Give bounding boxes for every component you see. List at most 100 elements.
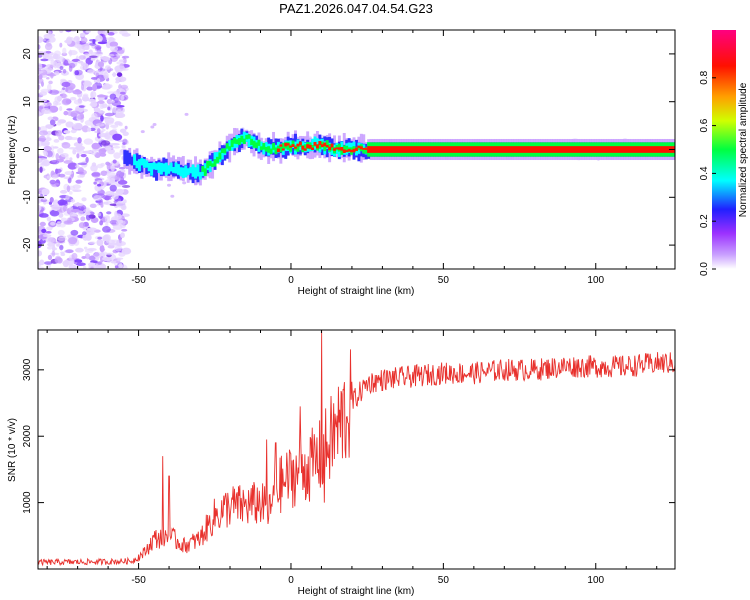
- noise-speckle: [75, 145, 86, 151]
- noise-speckle: [59, 66, 64, 71]
- y-tick-label: 1000: [22, 491, 33, 514]
- noise-speckle: [102, 225, 111, 233]
- noise-speckle: [82, 264, 87, 269]
- noise-speckle: [52, 199, 60, 207]
- colorbar-tick-label: 0.8: [699, 70, 710, 84]
- noise-speckle: [50, 159, 60, 165]
- noise-speckle: [38, 130, 48, 136]
- noise-speckle: [90, 90, 97, 99]
- noise-speckle: [85, 214, 92, 221]
- noise-speckle: [121, 228, 128, 232]
- ridge-cell: [150, 162, 154, 176]
- ridge-cell: [267, 146, 271, 153]
- noise-speckle: [50, 221, 56, 226]
- noise-speckle: [117, 49, 125, 55]
- noise-speckle: [58, 135, 65, 141]
- noise-speckle: [43, 145, 52, 152]
- noise-speckle: [121, 55, 130, 59]
- noise-speckle: [45, 237, 56, 243]
- ridge-cell: [274, 147, 278, 155]
- noise-speckle: [57, 147, 64, 154]
- noise-speckle: [60, 217, 67, 222]
- noise-speckle: [41, 188, 50, 196]
- noise-speckle: [122, 138, 128, 145]
- ridge-cell: [279, 144, 283, 147]
- noise-speckle: [100, 202, 104, 208]
- noise-speckle: [115, 80, 120, 84]
- noise-speckle: [103, 71, 109, 80]
- ridge-cell: [145, 160, 149, 168]
- noise-speckle: [87, 227, 97, 232]
- ridge-cell: [354, 147, 358, 151]
- noise-speckle: [40, 104, 50, 107]
- noise-speckle: [70, 198, 76, 203]
- ridge-cell: [364, 147, 368, 151]
- noise-speckle: [54, 257, 63, 264]
- ridge-cell: [286, 141, 290, 150]
- noise-speckle: [51, 174, 58, 179]
- noise-speckle: [59, 93, 64, 97]
- ridge-cell: [313, 141, 317, 146]
- noise-speckle: [114, 265, 119, 269]
- ridge-cell: [359, 146, 363, 150]
- noise-speckle: [90, 265, 94, 269]
- noise-speckle: [38, 126, 41, 131]
- ridge-cell: [211, 163, 215, 167]
- ridge-cell: [213, 159, 217, 167]
- noise-speckle: [82, 81, 93, 87]
- ridge-cell: [206, 160, 210, 169]
- noise-speckle: [96, 94, 107, 98]
- ridge-cell: [315, 144, 319, 149]
- noise-speckle: [49, 89, 60, 95]
- ridge-cell: [237, 137, 241, 145]
- snr-y-ticks: 1000 2000 3000: [22, 358, 675, 514]
- noise-speckle: [91, 142, 101, 150]
- ridge-cell: [259, 146, 263, 151]
- noise-speckle: [77, 175, 82, 178]
- noise-speckle: [72, 122, 83, 130]
- noise-speckle: [63, 59, 69, 66]
- noise-speckle: [40, 58, 49, 62]
- noise-speckle: [90, 149, 97, 156]
- noise-speckle: [74, 259, 83, 263]
- noise-speckle: [66, 185, 71, 193]
- noise-speckle: [77, 162, 88, 166]
- noise-speckle: [110, 260, 117, 264]
- noise-speckle: [89, 203, 97, 209]
- ridge-cell: [155, 163, 158, 170]
- noise-speckle: [109, 41, 119, 48]
- ridge-cell: [196, 164, 200, 177]
- ridge-cell: [152, 163, 156, 178]
- ridge-cell: [345, 150, 349, 153]
- noise-speckle: [100, 248, 106, 252]
- noise-speckle: [104, 195, 110, 201]
- noise-speckle: [56, 243, 60, 247]
- colorbar-tick-label: 0.4: [699, 166, 710, 180]
- noise-speckle: [58, 212, 64, 218]
- ridge-cell: [272, 142, 276, 150]
- ridge-cell: [357, 146, 361, 150]
- ridge-cell: [311, 147, 315, 151]
- ridge-cell: [303, 148, 307, 151]
- ridge-cell: [308, 144, 312, 149]
- noise-speckle: [100, 251, 108, 257]
- noise-speckle: [93, 251, 102, 259]
- ridge-cell: [279, 146, 283, 153]
- noise-speckle: [46, 77, 50, 80]
- noise-speckle: [77, 114, 85, 120]
- noise-speckle: [184, 112, 189, 116]
- noise-speckle: [97, 236, 103, 240]
- noise-speckle: [38, 266, 45, 269]
- ridge-cell: [186, 168, 190, 176]
- noise-speckle: [97, 183, 102, 187]
- ridge-cell: [330, 143, 334, 148]
- ridge-cell: [276, 148, 280, 153]
- noise-speckle: [65, 194, 70, 200]
- noise-speckle: [97, 212, 102, 217]
- noise-speckle: [68, 264, 78, 269]
- noise-speckle: [96, 78, 101, 84]
- noise-speckle: [51, 205, 61, 211]
- noise-speckle: [105, 145, 112, 151]
- noise-speckle: [105, 252, 115, 256]
- ridge-cell: [242, 138, 246, 145]
